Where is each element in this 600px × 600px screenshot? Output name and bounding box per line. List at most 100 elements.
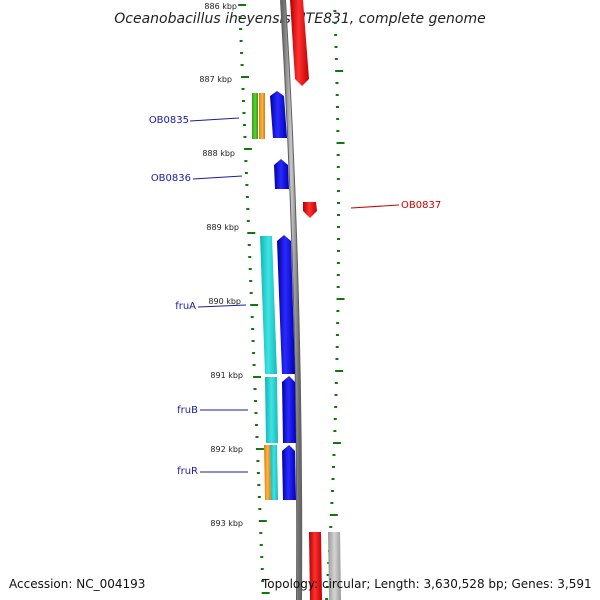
tick-mark: [337, 202, 341, 204]
position-ruler: 886 kbp 887 kbp 888 kbp 889 kbp 890 kbp …: [199, 2, 243, 528]
cog-track: [252, 93, 341, 600]
tick-mark: [255, 448, 264, 450]
gene-arrow-reverse-bottom[interactable]: [309, 532, 322, 600]
cog-bar-fruR-cyan[interactable]: [270, 445, 278, 500]
tick-mark: [334, 406, 338, 408]
tick-mark: [240, 52, 244, 54]
tick-mark: [331, 466, 335, 468]
tick-mark: [332, 454, 336, 456]
ruler-label-892: 892 kbp: [210, 445, 243, 454]
tick-mark: [336, 262, 340, 264]
tick-mark: [333, 418, 337, 420]
tick-mark: [336, 142, 345, 144]
tick-mark: [246, 208, 250, 210]
tick-mark: [331, 478, 335, 480]
tick-mark: [243, 148, 252, 150]
tick-mark: [253, 388, 257, 390]
cog-bar-grey[interactable]: [328, 532, 341, 600]
tick-mark: [336, 310, 340, 312]
tick-mark: [335, 334, 339, 336]
tick-mark: [254, 400, 257, 402]
tick-mark: [255, 436, 259, 438]
tick-mark: [261, 580, 265, 582]
tick-mark: [334, 394, 338, 396]
ruler-label-888: 888 kbp: [202, 149, 235, 158]
tick-mark: [248, 256, 252, 258]
tick-mark: [246, 220, 250, 222]
cog-bar-fruB[interactable]: [265, 377, 278, 443]
gene-arrow-reverse-top[interactable]: [290, 0, 309, 86]
tick-mark: [252, 364, 256, 366]
tick-mark: [257, 484, 261, 486]
tick-mark: [336, 118, 340, 120]
tick-mark: [248, 268, 252, 270]
tick-mark: [335, 70, 344, 72]
ruler-label-891: 891 kbp: [210, 371, 243, 380]
gene-arrow-fruB[interactable]: [282, 376, 296, 443]
gene-label-fruB[interactable]: fruB: [177, 405, 198, 416]
tick-mark: [335, 346, 339, 348]
gene-arrow-fruR[interactable]: [282, 445, 296, 500]
tick-rings: [238, 4, 345, 600]
tick-mark: [254, 424, 258, 426]
tick-mark: [247, 244, 251, 246]
tick-mark: [335, 82, 339, 84]
tick-mark: [260, 556, 264, 558]
tick-mark: [251, 328, 255, 330]
cog-bar-fruR-orange[interactable]: [264, 445, 271, 500]
tick-mark: [238, 16, 242, 18]
tick-mark: [242, 112, 246, 114]
tick-mark: [336, 178, 340, 180]
tick-mark: [330, 502, 334, 504]
tick-mark: [259, 532, 263, 534]
tick-mark: [238, 4, 247, 6]
tick-mark: [336, 250, 340, 252]
ruler-label-886: 886 kbp: [204, 2, 237, 11]
gene-arrow-ob0836[interactable]: [274, 159, 289, 189]
tick-mark: [261, 592, 270, 594]
tick-mark: [329, 514, 338, 516]
gene-arrow-ob0837[interactable]: [303, 202, 317, 218]
tick-mark: [245, 184, 249, 186]
gene-label-ob0835[interactable]: OB0835: [149, 115, 189, 126]
tick-mark: [249, 292, 253, 294]
tick-mark: [258, 508, 262, 510]
ruler-label-890: 890 kbp: [208, 297, 241, 306]
tick-mark: [245, 196, 249, 198]
tick-mark: [259, 544, 263, 546]
tick-mark: [335, 94, 339, 96]
gene-label-ob0837[interactable]: OB0837: [401, 200, 441, 211]
tick-mark: [337, 238, 341, 240]
genome-backbone-highlight: [281, 0, 302, 600]
tick-mark: [336, 154, 340, 156]
tick-mark: [256, 472, 260, 474]
cog-bar-fruA[interactable]: [260, 236, 277, 374]
tick-mark: [254, 412, 258, 414]
tick-mark: [243, 136, 247, 138]
tick-mark: [249, 280, 253, 282]
tick-mark: [257, 496, 261, 498]
gene-arrow-ob0835[interactable]: [270, 91, 287, 138]
tick-mark: [241, 88, 245, 90]
tick-mark: [330, 490, 334, 492]
tick-mark: [335, 106, 339, 108]
tick-mark: [325, 598, 329, 600]
cog-bar-ob0835-orange[interactable]: [259, 93, 265, 139]
tick-mark: [241, 76, 250, 78]
gene-arrow-fruA[interactable]: [277, 235, 295, 374]
tick-mark: [250, 316, 254, 318]
gene-label-fruR[interactable]: fruR: [177, 466, 198, 477]
tick-mark: [244, 160, 248, 162]
gene-label-ob0836[interactable]: OB0836: [151, 173, 191, 184]
tick-mark: [333, 22, 337, 24]
gene-label-fruA[interactable]: fruA: [175, 301, 196, 312]
gene-labels: OB0835 OB0836 OB0837 fruA fruB fruR: [149, 115, 441, 477]
tick-mark: [336, 190, 340, 192]
tick-mark: [334, 46, 338, 48]
tick-mark: [242, 100, 245, 102]
cog-bar-ob0835-green[interactable]: [252, 93, 258, 139]
tick-mark: [258, 520, 267, 522]
tick-mark: [240, 64, 244, 66]
tick-mark: [334, 382, 338, 384]
tick-mark: [251, 340, 255, 342]
